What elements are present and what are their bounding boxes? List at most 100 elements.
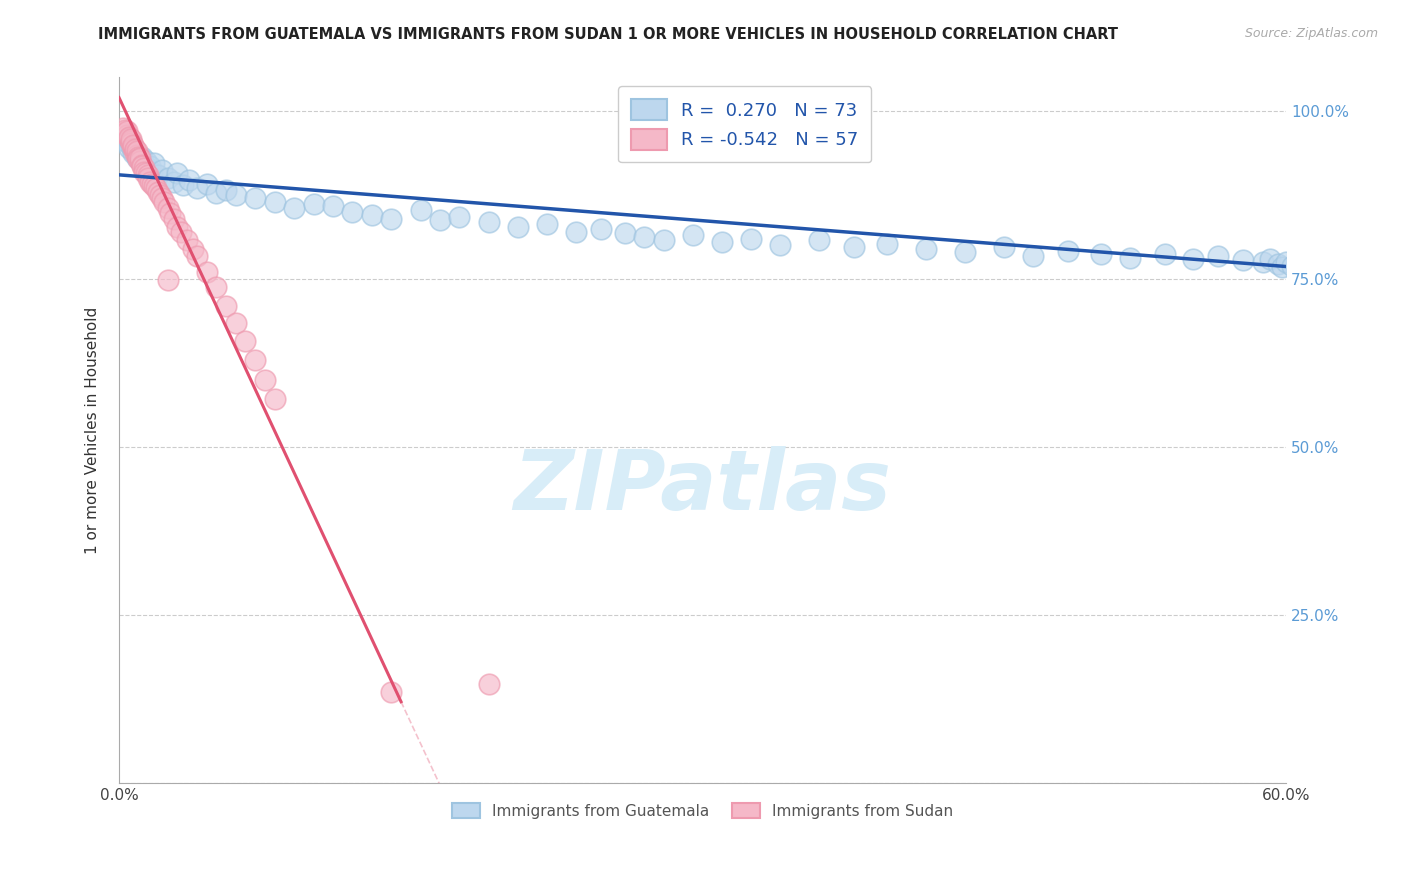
Point (263, 392, 285, 406)
Point (245, 191, 267, 205)
Point (876, 237, 898, 252)
Point (129, 151, 152, 165)
Point (145, 181, 167, 195)
Point (172, 178, 194, 192)
Point (120, 134, 142, 148)
Point (124, 145, 146, 160)
Point (769, 238, 792, 252)
Point (139, 159, 162, 173)
Point (1275, 255, 1298, 269)
Point (1267, 257, 1289, 271)
Point (124, 142, 146, 156)
Point (162, 175, 184, 189)
Point (993, 240, 1015, 254)
Point (114, 126, 136, 140)
Point (215, 183, 238, 197)
Point (1181, 252, 1204, 266)
Point (506, 219, 529, 234)
Point (156, 273, 179, 287)
Point (360, 208, 382, 222)
Point (159, 206, 181, 220)
Point (118, 132, 141, 146)
Point (129, 154, 152, 169)
Point (136, 171, 159, 186)
Point (134, 164, 156, 178)
Point (114, 134, 136, 148)
Point (128, 150, 150, 164)
Point (953, 245, 976, 260)
Point (135, 154, 157, 169)
Point (111, 120, 134, 135)
Text: Source: ZipAtlas.com: Source: ZipAtlas.com (1244, 27, 1378, 40)
Point (536, 217, 558, 231)
Point (429, 213, 451, 227)
Point (1119, 251, 1142, 265)
Point (115, 124, 138, 138)
Text: ZIPatlas: ZIPatlas (513, 446, 891, 527)
Point (128, 147, 150, 161)
Point (205, 186, 228, 200)
Point (120, 139, 142, 153)
Point (121, 141, 143, 155)
Point (844, 240, 866, 254)
Point (195, 265, 218, 279)
Point (121, 145, 143, 160)
Point (682, 228, 704, 243)
Point (146, 185, 169, 199)
Point (380, 685, 402, 699)
Point (131, 150, 153, 164)
Point (205, 280, 228, 294)
Point (477, 215, 499, 229)
Point (1291, 262, 1313, 277)
Point (322, 199, 344, 213)
Point (118, 141, 141, 155)
Legend: Immigrants from Guatemala, Immigrants from Sudan: Immigrants from Guatemala, Immigrants fr… (446, 797, 959, 825)
Point (477, 676, 499, 690)
Point (1206, 248, 1229, 262)
Point (613, 227, 636, 241)
Point (740, 232, 762, 246)
Point (134, 158, 156, 172)
Y-axis label: 1 or more Vehicles in Household: 1 or more Vehicles in Household (86, 307, 100, 554)
Point (136, 161, 159, 176)
Point (245, 352, 267, 367)
Point (176, 233, 198, 247)
Point (141, 164, 163, 178)
Point (915, 242, 938, 256)
Point (136, 168, 159, 182)
Point (186, 181, 208, 195)
Point (1022, 248, 1045, 262)
Point (170, 225, 193, 239)
Point (380, 211, 402, 226)
Point (139, 175, 162, 189)
Point (263, 194, 285, 209)
Point (235, 334, 257, 348)
Point (1260, 252, 1282, 266)
Point (633, 230, 655, 244)
Text: IMMIGRANTS FROM GUATEMALA VS IMMIGRANTS FROM SUDAN 1 OR MORE VEHICLES IN HOUSEHO: IMMIGRANTS FROM GUATEMALA VS IMMIGRANTS … (98, 27, 1118, 42)
Point (1294, 105, 1316, 120)
Point (342, 204, 364, 219)
Point (156, 171, 179, 186)
Point (115, 131, 138, 145)
Point (125, 147, 148, 161)
Point (302, 196, 325, 211)
Point (150, 163, 173, 178)
Point (181, 242, 204, 256)
Point (152, 194, 174, 209)
Point (1271, 260, 1294, 274)
Point (283, 202, 305, 216)
Point (135, 166, 157, 180)
Point (141, 177, 163, 191)
Point (121, 139, 143, 153)
Point (186, 248, 208, 262)
Point (146, 168, 169, 182)
Point (652, 233, 675, 247)
Point (121, 137, 143, 152)
Point (1251, 255, 1274, 269)
Point (808, 233, 831, 247)
Point (128, 153, 150, 167)
Point (1232, 253, 1254, 268)
Point (162, 211, 184, 226)
Point (118, 129, 141, 144)
